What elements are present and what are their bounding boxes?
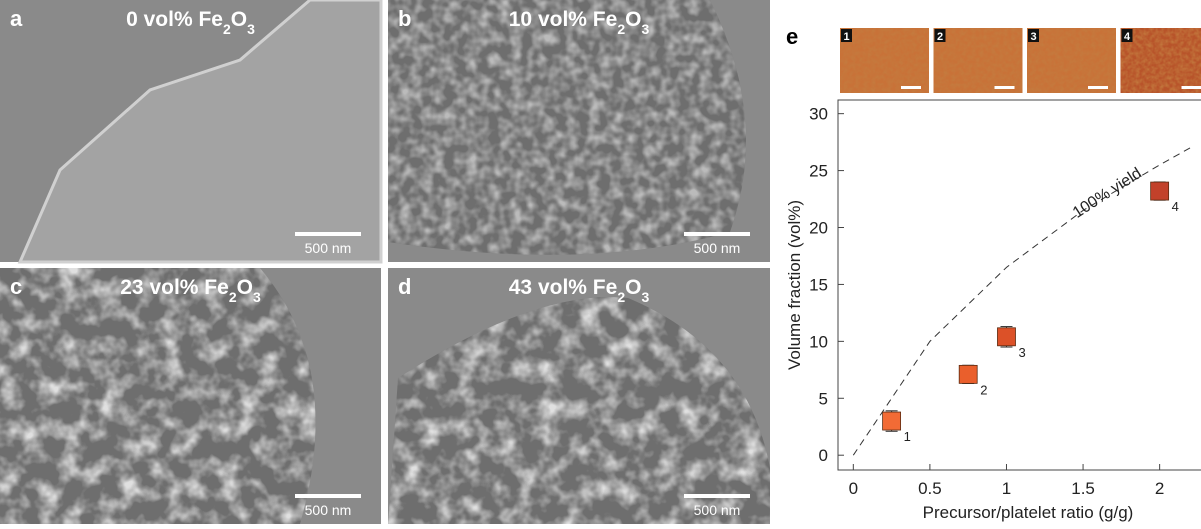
figure: a0 vol% Fe2O3500 nmb10 vol% Fe2O3500 nmc…	[0, 0, 1201, 524]
title-part: 2	[223, 21, 231, 37]
title-part: 43 vol% Fe	[509, 276, 618, 299]
y-tick-label: 15	[809, 275, 828, 294]
title-part: O	[231, 8, 247, 31]
inset-scale-bar	[901, 86, 921, 89]
afm-texture	[840, 28, 929, 93]
afm-texture	[1121, 28, 1201, 93]
scale-bar-label: 500 nm	[694, 240, 741, 256]
title-part: 3	[247, 21, 255, 37]
panel-label: d	[398, 274, 411, 299]
inset-label: 3	[1030, 31, 1036, 43]
sem-panel: a 0 vol% Fe2O3 500 nm	[0, 0, 381, 262]
inset-label: 2	[937, 31, 943, 43]
panel-label: b	[398, 6, 411, 31]
y-axis-label: Volume fraction (vol%)	[785, 200, 804, 370]
point	[1151, 182, 1169, 200]
sem-panel: d 43 vol% Fe2O3 500 nm	[388, 268, 770, 524]
panel-label: e	[786, 24, 798, 49]
inset-label: 1	[843, 31, 849, 43]
x-axis-label: Precursor/platelet ratio (g/g)	[923, 503, 1134, 522]
scale-bar-label: 500 nm	[694, 502, 741, 518]
x-tick-label: 0.5	[918, 479, 942, 498]
title-part: 0 vol% Fe	[126, 8, 223, 31]
inset-scale-bar	[995, 86, 1015, 89]
title-part: 2	[617, 21, 625, 37]
y-tick-label: 10	[809, 332, 828, 351]
point-label: 4	[1172, 199, 1179, 214]
scale-bar	[684, 232, 750, 236]
title-part: 3	[641, 289, 649, 305]
y-tick-label: 25	[809, 162, 828, 181]
panel-label: c	[10, 274, 22, 299]
x-tick-label: 2	[1155, 479, 1164, 498]
y-tick-label: 20	[809, 219, 828, 238]
point	[997, 328, 1015, 346]
scale-bar-label: 500 nm	[305, 502, 352, 518]
scale-bar	[295, 232, 361, 236]
y-tick-label: 5	[819, 389, 828, 408]
sem-panel: c 23 vol% Fe2O3 500 nm	[0, 268, 381, 524]
title-part: 2	[617, 289, 625, 305]
point	[959, 365, 977, 383]
title-part: 2	[229, 289, 237, 305]
title-part: 3	[641, 21, 649, 37]
inset-label: 4	[1124, 31, 1131, 43]
point	[883, 412, 901, 430]
x-tick-label: 1	[1002, 479, 1011, 498]
point-label: 2	[980, 382, 987, 397]
y-tick-label: 30	[809, 105, 828, 124]
point-label: 1	[904, 429, 911, 444]
texture	[388, 0, 770, 262]
afm-texture	[934, 28, 1023, 93]
panel-label: a	[10, 6, 23, 31]
title-part: O	[625, 8, 641, 31]
sem-panel: b 10 vol% Fe2O3 500 nm	[388, 0, 770, 262]
reference-line	[853, 148, 1190, 455]
inset-scale-bar	[1182, 86, 1201, 89]
scale-bar	[684, 494, 750, 498]
reference-label: 100% yield	[1070, 165, 1145, 222]
title-part: 3	[253, 289, 261, 305]
title-part: O	[237, 276, 253, 299]
point-label: 3	[1018, 345, 1025, 360]
afm-texture	[1027, 28, 1116, 93]
y-tick-label: 0	[819, 446, 828, 465]
inset-scale-bar	[1088, 86, 1108, 89]
scale-bar-label: 500 nm	[305, 240, 352, 256]
title-part: O	[625, 276, 641, 299]
title-part: 10 vol% Fe	[509, 8, 618, 31]
title-part: 23 vol% Fe	[120, 276, 229, 299]
x-tick-label: 1.5	[1071, 479, 1095, 498]
x-tick-label: 0	[849, 479, 858, 498]
scale-bar	[295, 494, 361, 498]
